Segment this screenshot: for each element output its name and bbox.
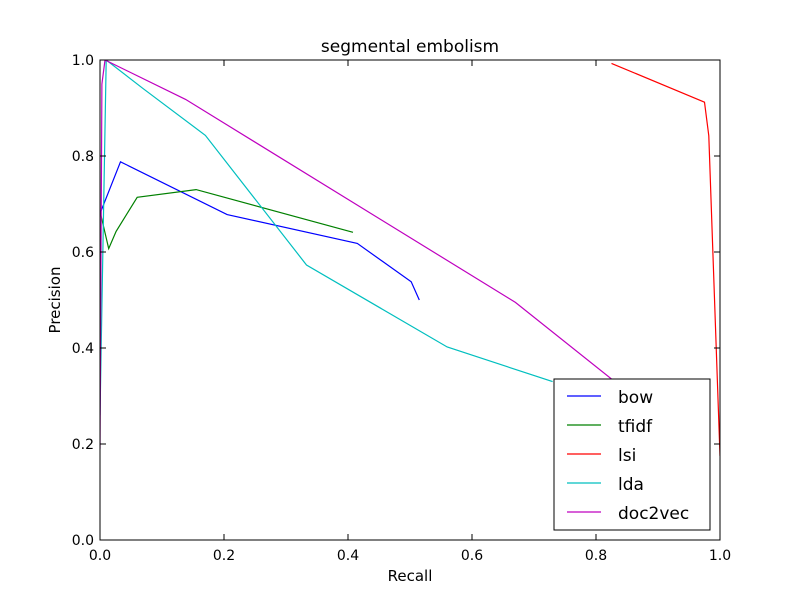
tick-layer: 0.0 0.2 0.4 0.6 0.8 1.0 0.0 0.2 0.4 0.6 0.8 1.0 <box>72 53 731 564</box>
series-line-lda <box>100 60 553 416</box>
plot-frame <box>99 59 721 541</box>
legend-label-tfidf: tfidf <box>618 417 653 437</box>
x-tick-label: 0.4 <box>337 548 359 564</box>
y-tick-label: 0.6 <box>72 245 94 261</box>
series-line-doc2vec <box>100 60 622 449</box>
x-axis-label: Recall <box>388 567 433 585</box>
legend-label-lda: lda <box>618 475 644 495</box>
series-line-bow <box>100 160 420 301</box>
y-axis-label: Precision <box>46 267 64 334</box>
x-tick-label: 0.2 <box>213 548 235 564</box>
y-tick-label: 0.2 <box>72 437 94 453</box>
series-line-lsi <box>611 62 720 457</box>
series-line-tfidf <box>100 188 354 251</box>
legend-label-doc2vec: doc2vec <box>618 504 689 524</box>
x-tick-label: 1.0 <box>709 548 731 564</box>
y-tick-label: 0.8 <box>72 149 94 165</box>
legend: bow tfidf lsi lda doc2vec <box>553 378 711 531</box>
y-tick-label: 0.0 <box>72 533 94 549</box>
y-tick-label: 0.4 <box>72 341 94 357</box>
x-tick-label: 0.0 <box>89 548 111 564</box>
legend-label-bow: bow <box>618 388 653 408</box>
series-layer <box>100 60 720 457</box>
chart-title: segmental embolism <box>321 37 499 57</box>
y-tick-label: 1.0 <box>72 53 94 69</box>
legend-label-lsi: lsi <box>618 446 636 466</box>
x-tick-label: 0.8 <box>585 548 607 564</box>
x-tick-label: 0.6 <box>461 548 483 564</box>
